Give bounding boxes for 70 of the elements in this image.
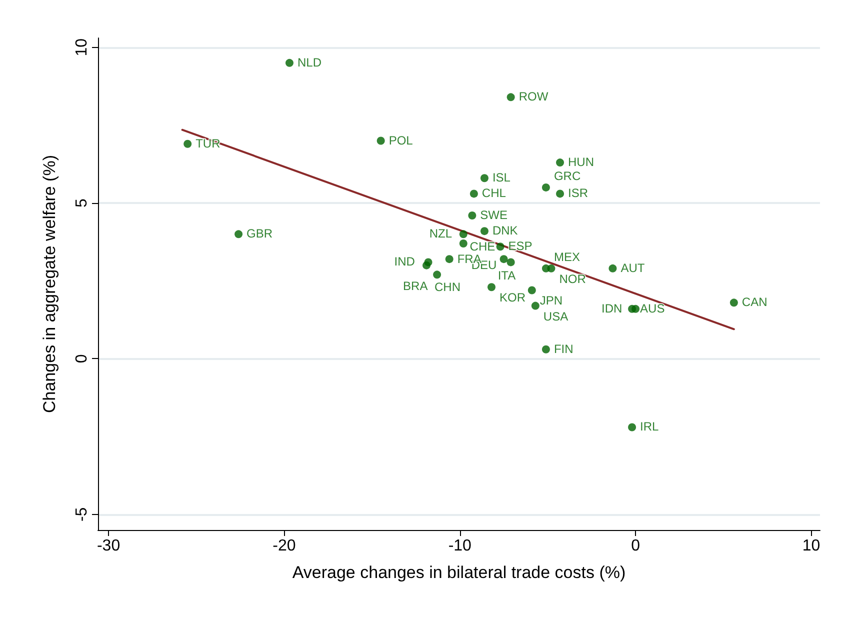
data-label: NZL — [429, 226, 452, 241]
point — [506, 258, 515, 266]
point — [468, 211, 476, 220]
data-label: BRA — [403, 279, 428, 294]
point — [608, 264, 617, 272]
data-label: AUS — [640, 301, 665, 316]
data-label: ROW — [518, 90, 549, 104]
x-tick-label: -30 — [96, 538, 120, 554]
point — [556, 190, 564, 198]
x-tick-label: 10 — [802, 538, 820, 554]
data-label: CHL — [482, 186, 506, 200]
point — [480, 227, 488, 236]
data-label: TUR — [196, 136, 221, 150]
point — [500, 255, 508, 264]
y-tick-label: -5 — [74, 507, 90, 522]
data-label: ESP — [508, 239, 532, 254]
y-tick-label: 10 — [74, 38, 90, 56]
point — [376, 136, 385, 145]
x-tick-label: -10 — [448, 538, 472, 554]
data-label: IND — [394, 254, 416, 269]
point — [480, 174, 488, 182]
data-label: CHN — [434, 280, 460, 294]
data-label: AUT — [620, 260, 646, 275]
point — [488, 283, 496, 292]
data-label: GBR — [246, 226, 273, 241]
point — [542, 345, 550, 354]
point — [459, 240, 468, 248]
point — [234, 230, 243, 238]
point — [531, 302, 540, 310]
data-label: FIN — [554, 342, 574, 356]
point — [528, 286, 536, 294]
point — [285, 58, 294, 67]
data-label: JPN — [540, 294, 563, 308]
data-label: SWE — [480, 208, 508, 222]
point — [445, 255, 454, 264]
data-label: IDN — [602, 301, 622, 316]
data-label: ISR — [568, 186, 588, 200]
x-axis-title: Average changes in bilateral trade costs (%) — [292, 563, 626, 582]
y-tick-label: 5 — [74, 198, 90, 208]
y-tick-label: 0 — [74, 354, 90, 364]
data-label: DNK — [492, 224, 518, 238]
point — [547, 264, 556, 272]
point — [506, 93, 515, 102]
point — [470, 190, 478, 198]
data-label: KOR — [500, 290, 526, 305]
point — [556, 158, 564, 167]
data-label: NLD — [297, 55, 322, 70]
data-label: ITA — [498, 268, 516, 283]
point — [433, 270, 442, 279]
data-label: MEX — [554, 250, 580, 264]
data-label: NOR — [559, 272, 586, 286]
x-tick-label: -20 — [272, 538, 296, 554]
data-label: USA — [543, 309, 568, 324]
data-label: CAN — [742, 295, 768, 310]
point — [632, 304, 640, 313]
point — [459, 230, 468, 238]
x-tick-label: 0 — [631, 538, 640, 554]
data-label: ISL — [492, 170, 511, 185]
data-label: POL — [388, 133, 414, 148]
point — [542, 183, 550, 192]
point — [184, 140, 192, 148]
point — [730, 298, 738, 307]
point — [496, 242, 504, 251]
data-label: CHE — [470, 240, 496, 254]
point — [628, 423, 636, 432]
data-label: IRL — [640, 420, 660, 434]
y-axis-title: Changes in aggregate welfare (%) — [40, 155, 59, 413]
point — [422, 261, 430, 270]
data-label: GRC — [554, 168, 581, 183]
data-label: HUN — [568, 155, 594, 170]
